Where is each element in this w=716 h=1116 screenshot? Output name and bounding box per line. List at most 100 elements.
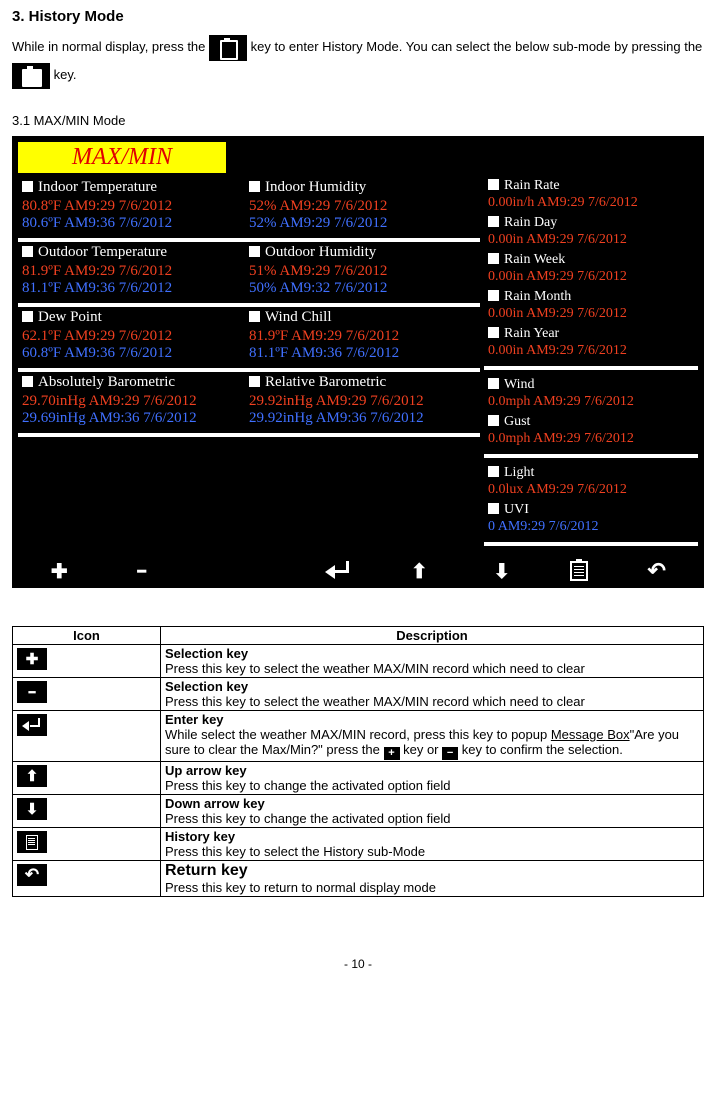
key-description: While select the weather MAX/MIN record,… (165, 727, 699, 760)
max-value: 0.00in AM9:29 7/6/2012 (488, 232, 694, 248)
subsection-title: 3.1 MAX/MIN Mode (12, 113, 704, 128)
key-description: Press this key to select the weather MAX… (165, 661, 699, 676)
key-title: Up arrow key (165, 763, 699, 778)
right-item: Light0.0lux AM9:29 7/6/2012 (484, 464, 698, 501)
min-value: 60.8ºF AM9:36 7/6/2012 (22, 345, 249, 362)
plus-icon[interactable] (45, 559, 73, 583)
header-icon: Icon (13, 627, 161, 645)
table-row: Up arrow keyPress this key to change the… (13, 762, 704, 795)
key-title: History key (165, 829, 699, 844)
plus-icon (17, 648, 47, 670)
up-icon (17, 765, 47, 787)
key-description: Press this key to return to normal displ… (165, 880, 699, 895)
section-label: Wind (488, 377, 694, 393)
intro-paragraph: While in normal display, press the key t… (12, 33, 704, 89)
section-label: Rain Day (488, 215, 694, 231)
key-title: Selection key (165, 679, 699, 694)
key-description: Press this key to select the History sub… (165, 844, 699, 859)
max-value: 0.00in/h AM9:29 7/6/2012 (488, 195, 694, 211)
intro-text-1: While in normal display, press the (12, 39, 209, 54)
section-label: Dew Point (22, 309, 249, 326)
page-number: - 10 - (12, 957, 704, 971)
section-label: Outdoor Humidity (249, 244, 476, 261)
hist-icon (17, 831, 47, 853)
back-icon (17, 864, 47, 886)
description-table: Icon Description Selection keyPress this… (12, 626, 704, 897)
min-value: 29.69inHg AM9:36 7/6/2012 (22, 410, 249, 427)
plus-icon: + (384, 747, 400, 760)
table-row: Down arrow keyPress this key to change t… (13, 795, 704, 828)
section-label: Indoor Humidity (249, 179, 476, 196)
enter-icon[interactable] (325, 561, 351, 581)
max-value: 51% AM9:29 7/6/2012 (249, 263, 476, 280)
max-value: 62.1ºF AM9:29 7/6/2012 (22, 328, 249, 345)
return-icon[interactable] (643, 559, 671, 583)
max-value: 0.0lux AM9:29 7/6/2012 (488, 482, 694, 498)
section-label: Rain Month (488, 289, 694, 305)
max-value: 80.8ºF AM9:29 7/6/2012 (22, 198, 249, 215)
min-value: 80.6ºF AM9:36 7/6/2012 (22, 215, 249, 232)
min-value: 0 AM9:29 7/6/2012 (488, 519, 694, 535)
table-row: Enter keyWhile select the weather MAX/MI… (13, 711, 704, 762)
max-value: 0.00in AM9:29 7/6/2012 (488, 306, 694, 322)
minus-icon (17, 681, 47, 703)
left-column: Indoor Temperature 80.8ºF AM9:29 7/6/2012… (18, 177, 480, 552)
min-value: 81.1ºF AM9:36 7/6/2012 (22, 280, 249, 297)
header-desc: Description (161, 627, 704, 645)
key-title: Return key (165, 862, 699, 880)
right-item: Wind0.0mph AM9:29 7/6/2012 (484, 376, 698, 413)
section-label: Rain Rate (488, 178, 694, 194)
clipboard-icon (209, 35, 247, 61)
max-value: 81.9ºF AM9:29 7/6/2012 (249, 328, 476, 345)
section-title: 3. History Mode (12, 8, 704, 25)
key-title: Selection key (165, 646, 699, 661)
section-label: Wind Chill (249, 309, 476, 326)
right-item: Rain Year0.00in AM9:29 7/6/2012 (484, 325, 698, 362)
data-panel: Dew Point 62.1ºF AM9:29 7/6/201260.8ºF AM… (18, 307, 480, 372)
table-header-row: Icon Description (13, 627, 704, 645)
clipboard-lines-icon (12, 63, 50, 89)
section-label: Gust (488, 414, 694, 430)
right-item: Rain Week0.00in AM9:29 7/6/2012 (484, 251, 698, 288)
right-item: Rain Rate0.00in/h AM9:29 7/6/2012 (484, 177, 698, 214)
right-item: Rain Month0.00in AM9:29 7/6/2012 (484, 288, 698, 325)
section-label: Absolutely Barometric (22, 374, 249, 391)
max-value: 0.00in AM9:29 7/6/2012 (488, 343, 694, 359)
right-column: Rain Rate0.00in/h AM9:29 7/6/2012Rain Da… (484, 177, 698, 552)
section-label: Indoor Temperature (22, 179, 249, 196)
max-value: 0.0mph AM9:29 7/6/2012 (488, 394, 694, 410)
minus-icon[interactable] (128, 559, 156, 583)
right-item: UVI0 AM9:29 7/6/2012 (484, 501, 698, 538)
max-value: 81.9ºF AM9:29 7/6/2012 (22, 263, 249, 280)
min-value: 50% AM9:32 7/6/2012 (249, 280, 476, 297)
toolbar (18, 554, 698, 588)
max-value: 29.92inHg AM9:29 7/6/2012 (249, 393, 476, 410)
table-row: History keyPress this key to select the … (13, 828, 704, 861)
data-panel: Absolutely Barometric 29.70inHg AM9:29 7/… (18, 372, 480, 437)
maxmin-header: MAX/MIN (18, 142, 226, 173)
up-arrow-icon[interactable] (405, 559, 433, 583)
right-item: Rain Day0.00in AM9:29 7/6/2012 (484, 214, 698, 251)
section-label: Rain Week (488, 252, 694, 268)
minus-icon: − (442, 747, 458, 760)
section-label: Relative Barometric (249, 374, 476, 391)
min-value: 81.1ºF AM9:36 7/6/2012 (249, 345, 476, 362)
max-value: 52% AM9:29 7/6/2012 (249, 198, 476, 215)
history-icon[interactable] (570, 561, 588, 581)
max-value: 0.00in AM9:29 7/6/2012 (488, 269, 694, 285)
max-value: 0.0mph AM9:29 7/6/2012 (488, 431, 694, 447)
intro-text-2: key to enter History Mode. You can selec… (251, 39, 703, 54)
max-value: 29.70inHg AM9:29 7/6/2012 (22, 393, 249, 410)
down-arrow-icon[interactable] (488, 559, 516, 583)
intro-text-3: key. (54, 67, 77, 82)
right-item: Gust0.0mph AM9:29 7/6/2012 (484, 413, 698, 450)
data-panel: Outdoor Temperature 81.9ºF AM9:29 7/6/201… (18, 242, 480, 307)
table-row: Selection keyPress this key to select th… (13, 645, 704, 678)
section-label: Light (488, 465, 694, 481)
min-value: 52% AM9:29 7/6/2012 (249, 215, 476, 232)
section-label: Outdoor Temperature (22, 244, 249, 261)
min-value: 29.92inHg AM9:36 7/6/2012 (249, 410, 476, 427)
table-row: Selection keyPress this key to select th… (13, 678, 704, 711)
down-icon (17, 798, 47, 820)
key-title: Enter key (165, 712, 699, 727)
